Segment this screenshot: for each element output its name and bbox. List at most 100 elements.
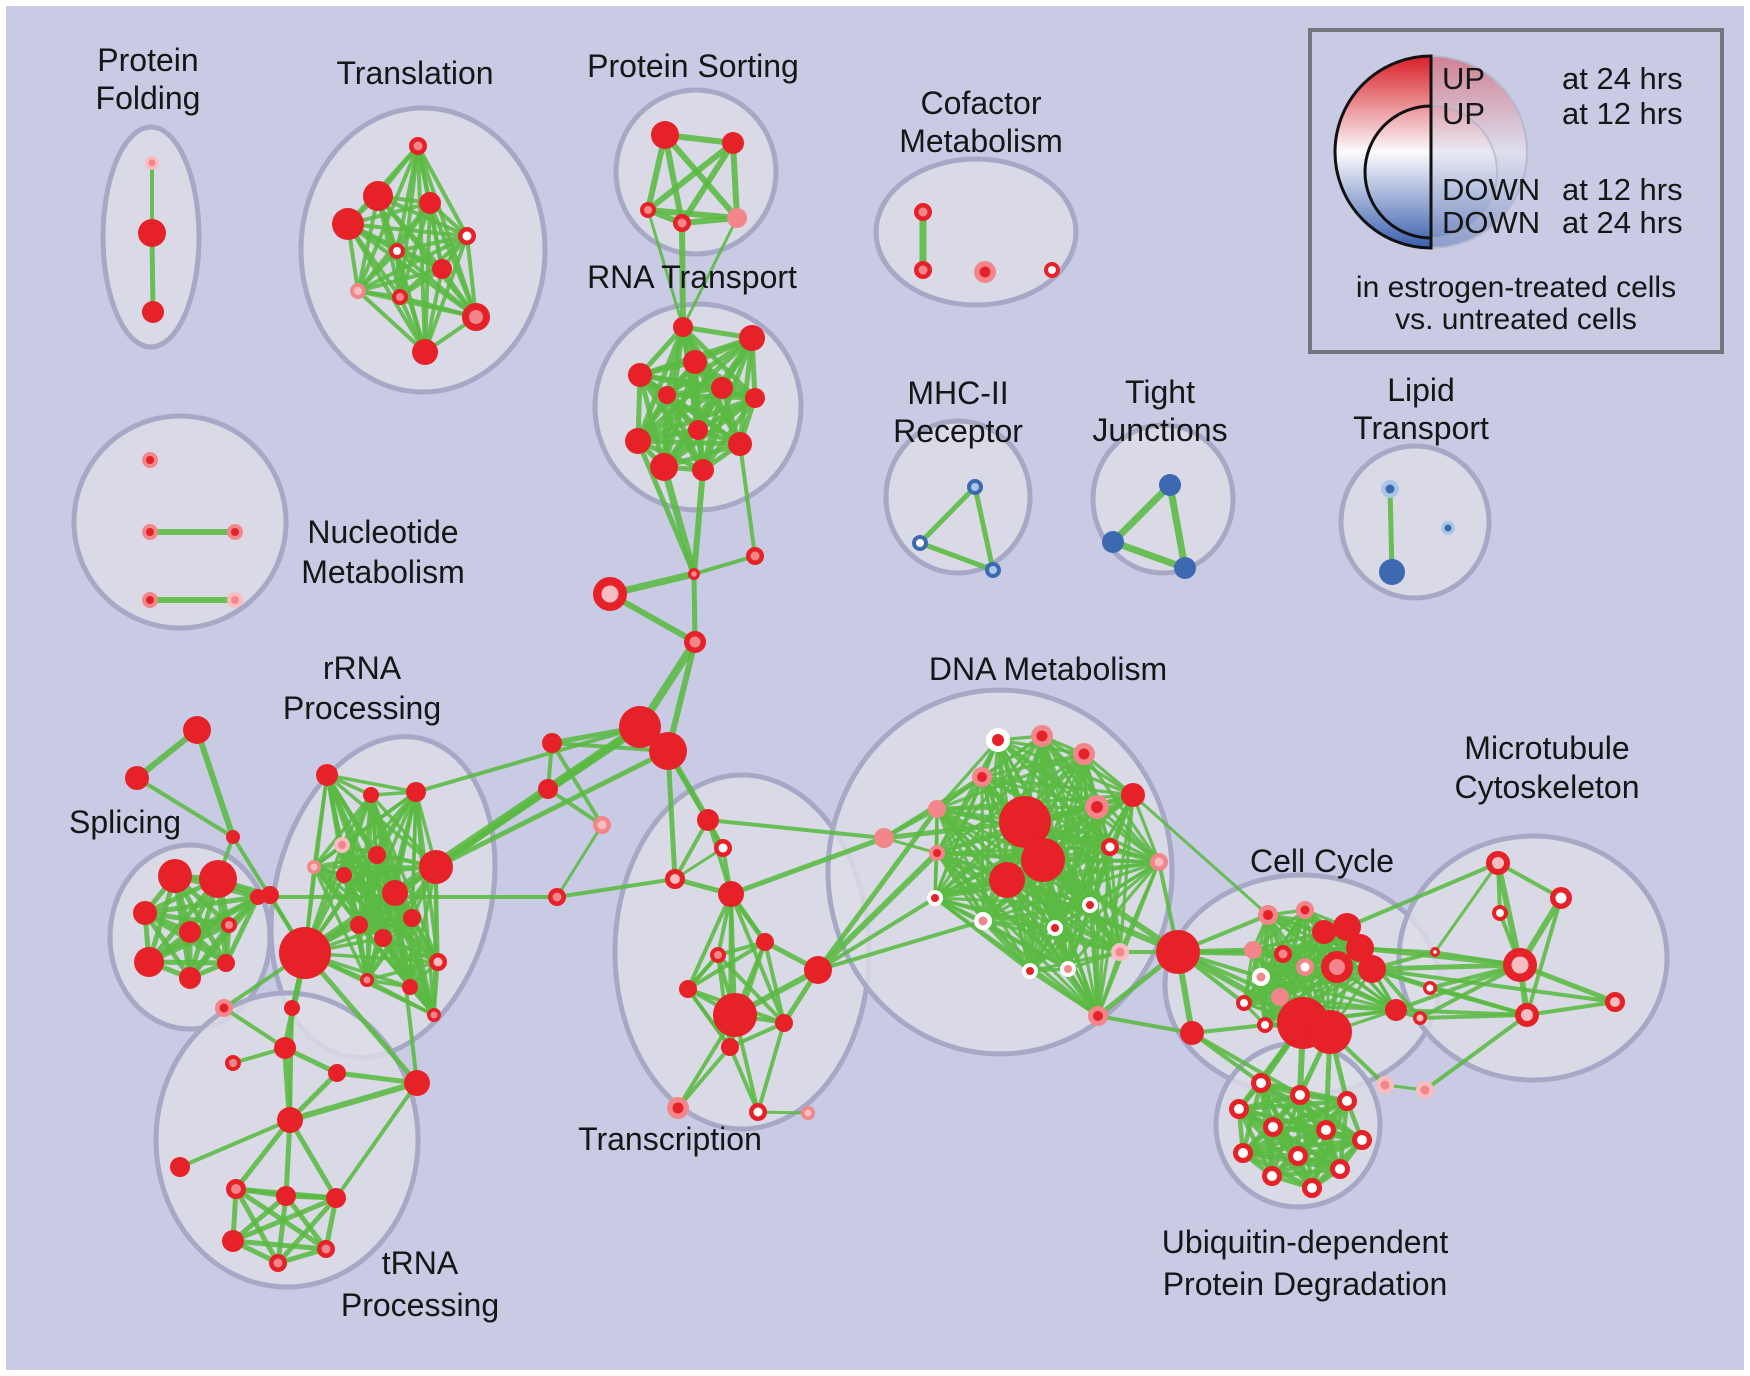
network-edge bbox=[706, 818, 886, 840]
network-node bbox=[328, 1064, 346, 1082]
network-edge bbox=[1345, 861, 1500, 929]
network-node bbox=[999, 796, 1051, 848]
network-node bbox=[1262, 1166, 1282, 1186]
legend-time-label: at 12 hrs bbox=[1562, 172, 1683, 207]
cluster-label-nucleotide-metabolism: Nucleotide Metabolism bbox=[301, 514, 465, 590]
network-edge bbox=[980, 775, 1099, 809]
network-node bbox=[1492, 905, 1508, 921]
network-node bbox=[217, 954, 235, 972]
network-node bbox=[756, 933, 774, 951]
network-node bbox=[1251, 1073, 1271, 1093]
network-node bbox=[804, 956, 832, 984]
network-edge bbox=[646, 208, 685, 329]
cluster-label-line: Nucleotide bbox=[307, 514, 458, 550]
network-edge bbox=[356, 267, 444, 293]
network-edge bbox=[288, 1006, 294, 1122]
cluster-label-line: Cofactor bbox=[921, 85, 1042, 121]
network-node bbox=[125, 766, 149, 790]
network-node bbox=[1121, 783, 1145, 807]
network-node bbox=[215, 999, 233, 1017]
network-edge bbox=[635, 438, 743, 447]
nodes-layer bbox=[125, 121, 1625, 1272]
network-edge bbox=[1096, 845, 1112, 1018]
network-edge bbox=[1428, 986, 1529, 1017]
network-node bbox=[1047, 920, 1063, 936]
network-node bbox=[227, 524, 243, 540]
network-node bbox=[158, 859, 192, 893]
network-edge bbox=[1109, 538, 1189, 572]
network-edge bbox=[230, 1195, 339, 1244]
network-edge bbox=[763, 940, 786, 1025]
network-edge bbox=[356, 144, 420, 293]
network-node bbox=[721, 1038, 739, 1056]
network-edge bbox=[981, 860, 1161, 923]
legend-direction-label: UP bbox=[1442, 96, 1485, 131]
network-edge bbox=[222, 1006, 287, 1050]
network-edge bbox=[1131, 793, 1270, 917]
legend-ring-12h-left bbox=[1363, 104, 1433, 240]
network-node bbox=[1385, 999, 1407, 1021]
network-node bbox=[1257, 1017, 1273, 1033]
network-node bbox=[368, 846, 386, 864]
network-node bbox=[650, 453, 678, 481]
network-edge bbox=[635, 385, 725, 444]
network-node bbox=[651, 121, 679, 149]
legend-direction-label: DOWN bbox=[1442, 172, 1540, 207]
network-edge bbox=[1166, 481, 1189, 572]
cluster-ellipse-lipid-transport bbox=[1338, 443, 1492, 601]
network-edge bbox=[302, 950, 420, 1086]
cluster-label-line: Metabolism bbox=[899, 123, 1063, 159]
network-node bbox=[170, 1157, 190, 1177]
cluster-ellipse-tight-junctions bbox=[1090, 422, 1236, 576]
cluster-label-translation: Translation bbox=[336, 55, 493, 91]
network-node bbox=[336, 867, 352, 883]
network-edge bbox=[1004, 877, 1181, 955]
network-edge bbox=[334, 1081, 419, 1200]
network-node bbox=[1352, 1130, 1372, 1150]
network-node bbox=[929, 845, 945, 861]
network-node bbox=[1296, 958, 1314, 976]
network-edge bbox=[716, 953, 786, 1025]
network-node bbox=[360, 973, 374, 987]
network-edge bbox=[1028, 950, 1122, 973]
network-edge bbox=[346, 222, 427, 354]
cluster-label-line: tRNA bbox=[382, 1245, 459, 1281]
network-node bbox=[363, 787, 379, 803]
network-node bbox=[1376, 1076, 1394, 1094]
network-edge bbox=[546, 787, 604, 827]
network-node bbox=[183, 716, 211, 744]
network-edge bbox=[287, 1117, 339, 1201]
network-node bbox=[1229, 1099, 1249, 1119]
network-edge bbox=[146, 894, 261, 965]
network-edge bbox=[679, 220, 686, 330]
network-node bbox=[222, 1230, 244, 1252]
network-node bbox=[1302, 1178, 1322, 1198]
network-edge bbox=[555, 823, 604, 899]
network-node bbox=[1258, 905, 1278, 925]
network-edge bbox=[233, 1117, 293, 1192]
network-node bbox=[801, 1106, 815, 1120]
network-edge bbox=[433, 748, 671, 870]
network-edge bbox=[1096, 950, 1122, 1018]
network-node bbox=[1515, 1003, 1539, 1027]
network-node bbox=[134, 947, 164, 977]
network-node bbox=[269, 1254, 287, 1272]
network-edge bbox=[1028, 903, 1092, 973]
network-edge bbox=[414, 790, 436, 1017]
cluster-ellipse-nucleotide-metabolism bbox=[71, 413, 289, 631]
network-node bbox=[679, 980, 697, 998]
network-edge bbox=[233, 1186, 281, 1266]
network-node bbox=[593, 816, 611, 834]
network-node bbox=[363, 181, 393, 211]
network-edge bbox=[555, 877, 677, 899]
network-node bbox=[728, 432, 752, 456]
network-node bbox=[1379, 559, 1405, 585]
network-edge bbox=[230, 1193, 289, 1244]
cluster-label-line: Processing bbox=[283, 690, 441, 726]
network-node bbox=[138, 219, 166, 247]
network-edge bbox=[981, 919, 1070, 971]
network-edge bbox=[283, 1193, 329, 1252]
network-node bbox=[1416, 1081, 1434, 1099]
cluster-label-line: Folding bbox=[96, 80, 201, 116]
network-node bbox=[1044, 262, 1060, 278]
